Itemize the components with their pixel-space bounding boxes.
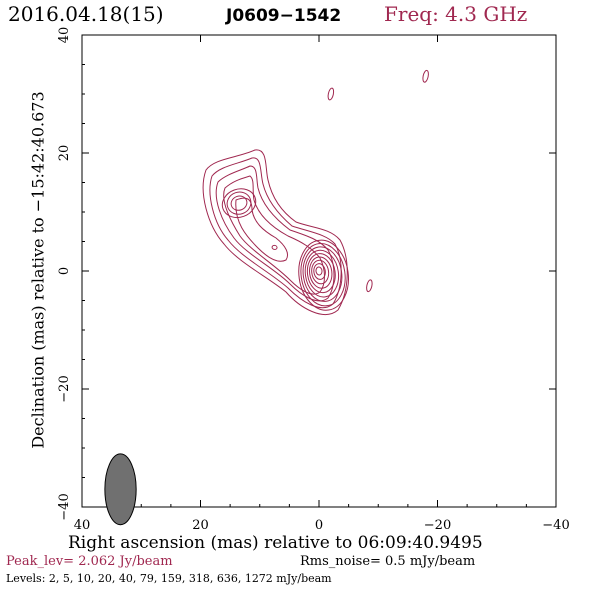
core-contour xyxy=(298,239,349,311)
x-tick-label: −20 xyxy=(424,518,451,533)
jet-knot-contour xyxy=(226,191,252,215)
plot-frame xyxy=(81,34,557,508)
jet-envelope-contour xyxy=(223,175,325,295)
component-contour xyxy=(366,279,373,293)
beam-ellipse xyxy=(104,453,137,526)
x-axis-label: Right ascension (mas) relative to 06:09:… xyxy=(68,533,483,553)
x-tick-label: −40 xyxy=(542,518,569,533)
component-contour xyxy=(271,244,278,250)
component-contour xyxy=(422,69,429,83)
y-axis-label: Declination (mas) relative to −15:42:40.… xyxy=(28,91,48,449)
core-contour xyxy=(311,259,330,285)
rms-noise: Rms_noise= 0.5 mJy/beam xyxy=(300,554,476,569)
x-tick-label: 40 xyxy=(74,518,91,533)
core-contour xyxy=(313,263,326,280)
component-contour xyxy=(327,87,335,101)
source-name: J0609−1542 xyxy=(226,6,342,26)
peak-level: Peak_lev= 2.062 Jy/beam xyxy=(6,554,173,569)
y-tick-label: −20 xyxy=(57,375,72,402)
core-contour xyxy=(304,249,340,298)
x-tick-label: 20 xyxy=(192,518,209,533)
jet-envelope-contour xyxy=(235,197,289,262)
jet-knot-contour xyxy=(230,195,248,211)
jet-envelope-contour xyxy=(202,149,348,315)
jet-knot-contour xyxy=(221,188,257,219)
jet-envelope-contour xyxy=(209,157,342,309)
y-tick-label: −40 xyxy=(57,493,72,520)
frequency-label: Freq: 4.3 GHz xyxy=(384,2,528,26)
core-contour xyxy=(300,243,346,307)
core-contour xyxy=(306,253,336,294)
jet-envelope-contour xyxy=(215,165,335,302)
contour-levels: Levels: 2, 5, 10, 20, 40, 79, 159, 318, … xyxy=(6,572,332,585)
core-contour xyxy=(315,266,323,276)
y-tick-label: 0 xyxy=(57,267,72,275)
x-tick-label: 0 xyxy=(315,518,323,533)
y-tick-label: 20 xyxy=(57,145,72,162)
y-tick-label: 40 xyxy=(57,27,72,44)
epoch-label: 2016.04.18(15) xyxy=(8,2,164,26)
